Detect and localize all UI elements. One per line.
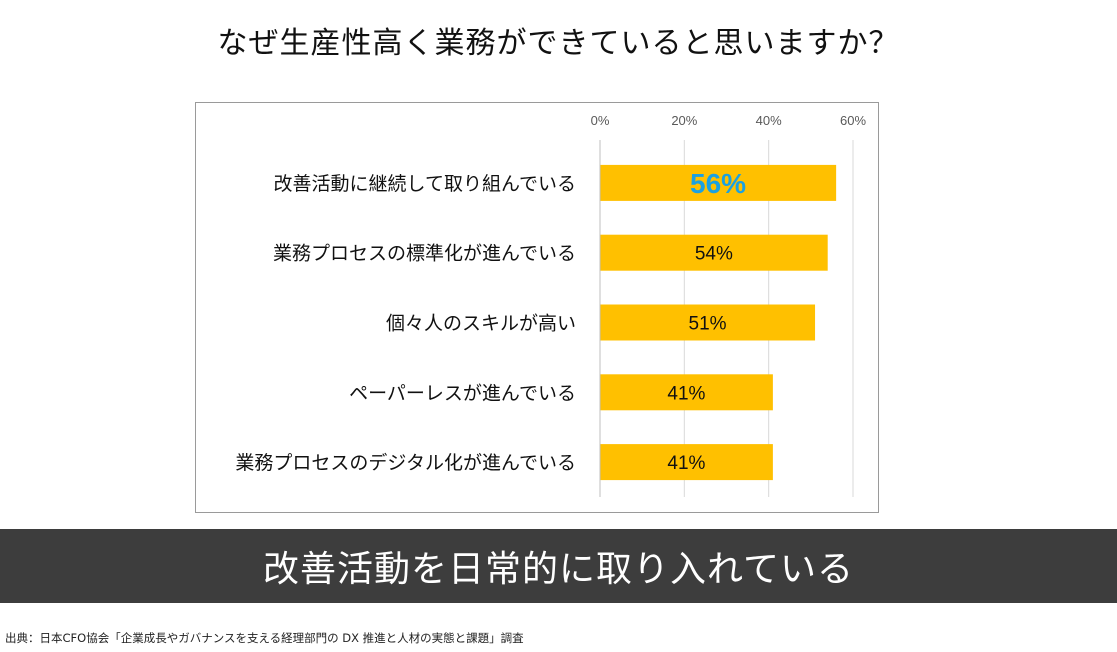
data-label: 51% (689, 314, 727, 335)
source-citation: 出典：日本CFO協会「企業成長やガバナンスを支える経理部門の DX 推進と人材の… (5, 631, 524, 645)
category-label: 改善活動に継続して取り組んでいる (274, 173, 576, 195)
bar (600, 164, 837, 201)
x-tick-label: 40% (756, 113, 782, 128)
bar (600, 234, 828, 271)
category-label: 業務プロセスのデジタル化が進んでいる (235, 452, 576, 474)
page-title: なぜ生産性高く業務ができていると思いますか？ (217, 26, 900, 61)
bar (600, 444, 773, 481)
bar (600, 374, 773, 411)
data-label: 41% (667, 383, 705, 404)
data-label: 41% (667, 453, 705, 474)
x-tick-label: 20% (671, 113, 697, 128)
chart-panel: 0% 20% 40% 60% 改善活動に継続して取り組んでいる 56% 業務プロセスの標準化… (195, 102, 879, 513)
category-label: 個々人のスキルが高い (386, 313, 576, 335)
bar-chart: 0% 20% 40% 60% 改善活動に継続して取り組んでいる 56% 業務プロセスの標準化… (235, 113, 866, 497)
banner-text: 改善活動を日常的に取り入れている (263, 549, 854, 590)
conclusion-banner: 改善活動を日常的に取り入れている (0, 529, 1117, 603)
bar (600, 304, 816, 341)
category-label: 業務プロセスの標準化が進んでいる (273, 243, 576, 265)
x-tick-label: 60% (840, 113, 866, 128)
data-label: 56% (690, 168, 746, 199)
x-tick-label: 0% (591, 113, 610, 128)
category-label: ペーパーレスが進んでいる (349, 382, 576, 404)
data-label: 54% (695, 244, 733, 265)
